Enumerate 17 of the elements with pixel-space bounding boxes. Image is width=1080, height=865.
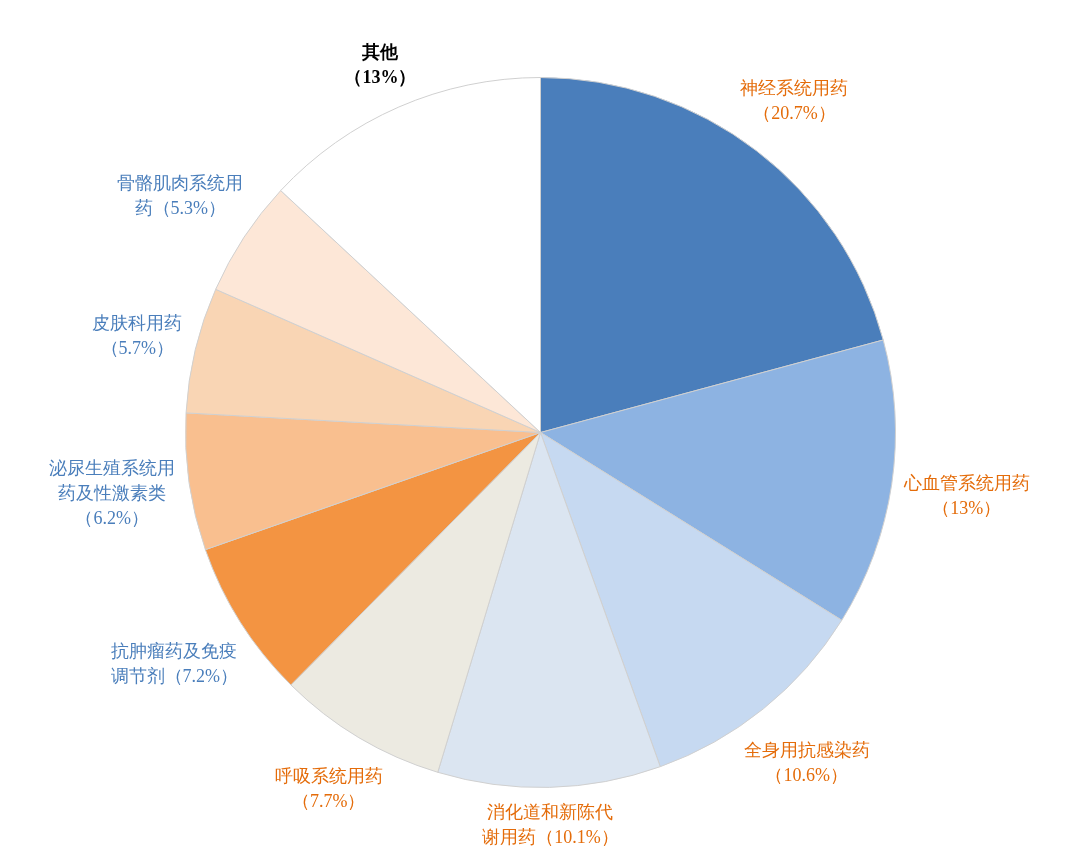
slice-label: 泌尿生殖系统用药及性激素类 [49,458,176,504]
slice-label: 心血管系统用药 [902,473,1030,494]
slice-label: 其他 [361,42,400,63]
slice-label: 消化道和新陈代谢用药（10.1%） [482,801,619,847]
data-label: （20.7%） [753,103,836,124]
data-label: （6.2%） [75,508,149,529]
data-label: （13%） [344,67,417,88]
data-label: （10.6%） [765,765,848,786]
data-label: （7.7%） [292,790,366,811]
data-label: （13%） [932,498,1002,519]
slice-label: 神经系统用药 [740,78,849,99]
slice-label: 抗肿瘤药及免疫调节剂（7.2%） [110,641,239,687]
slice-label: 皮肤科用药 [92,313,183,334]
data-label: （5.7%） [100,338,175,359]
slice-label: 全身用抗感染药 [743,740,870,761]
slice-label: 呼吸系统用药 [274,765,383,786]
slice-label: 骨骼肌肉系统用药（5.3%） [117,172,244,218]
